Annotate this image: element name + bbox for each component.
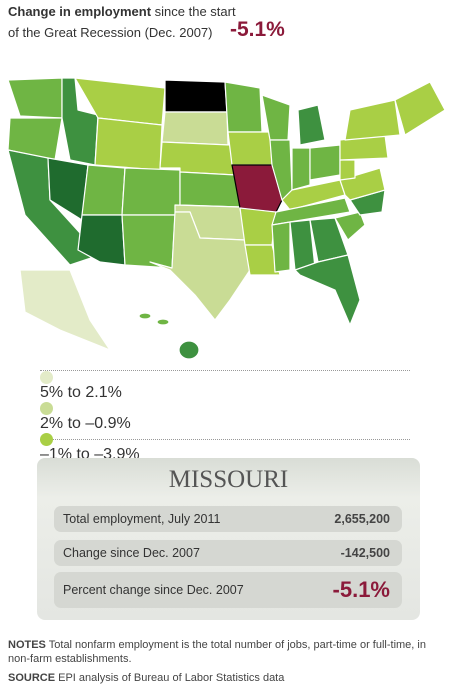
state: [178, 340, 200, 360]
state: [244, 244, 281, 276]
state: [121, 167, 181, 216]
state: [227, 131, 273, 166]
legend-swatch: [40, 371, 53, 384]
state: [339, 159, 356, 181]
state: [77, 214, 126, 266]
legend-label: 2% to –0.9%: [40, 415, 131, 432]
state-name: MISSOURI: [168, 466, 289, 493]
stat-value: 2,655,200: [334, 512, 390, 526]
state: [7, 77, 63, 119]
state: [156, 318, 170, 326]
state: [297, 104, 326, 146]
state: [291, 147, 311, 191]
state: [161, 111, 229, 146]
title-bold: Change in employment: [8, 4, 152, 19]
state: [149, 211, 251, 321]
legend-item: 2% to –0.9%: [40, 402, 410, 433]
headline-value: -5.1%: [230, 18, 285, 41]
state: [294, 254, 361, 326]
stat-row: Total employment, July 2011 2,655,200: [54, 506, 402, 532]
notes-text: Total nonfarm employment is the total nu…: [8, 639, 426, 665]
stat-value: -5.1%: [332, 577, 390, 602]
notes-label: NOTES: [8, 639, 46, 651]
us-map: [7, 77, 446, 360]
states: [7, 77, 446, 360]
header-line-1: Change in employment since the start: [8, 4, 236, 19]
state: [224, 81, 263, 133]
state: [271, 197, 351, 226]
legend-swatch: [40, 402, 53, 415]
source-label: SOURCE: [8, 672, 56, 684]
stat-value: -142,500: [340, 546, 390, 560]
legend-swatch: [40, 433, 53, 446]
state: [19, 269, 111, 351]
header-line-2: of the Great Recession (Dec. 2007): [8, 25, 213, 40]
state: [334, 211, 366, 241]
state: [179, 171, 241, 208]
state: [339, 167, 386, 201]
state: [239, 207, 277, 246]
title-rest: since the start: [151, 4, 236, 19]
stat-row: Change since Dec. 2007 -142,500: [54, 540, 402, 566]
notes: NOTES Total nonfarm employment is the to…: [8, 638, 448, 666]
legend-item: 5% to 2.1%: [40, 371, 410, 402]
legend: 5% to 2.1%2% to –0.9%–1% to –3.9%–4% to …: [40, 370, 410, 556]
source-text: EPI analysis of Bureau of Labor Statisti…: [55, 672, 285, 684]
state: [164, 79, 228, 113]
state: [138, 312, 152, 320]
state: [309, 144, 341, 181]
state-selected: [231, 164, 283, 213]
state: [81, 164, 126, 216]
state: [121, 214, 176, 269]
state: [394, 81, 446, 136]
stat-row: Percent change since Dec. 2007 -5.1%: [54, 572, 402, 608]
state: [271, 221, 291, 273]
source: SOURCE EPI analysis of Bureau of Labor S…: [8, 672, 284, 684]
legend-label: 5% to 2.1%: [40, 384, 122, 401]
stat-label: Total employment, July 2011: [63, 512, 221, 526]
stat-label: Percent change since Dec. 2007: [63, 583, 244, 597]
state: [344, 99, 401, 141]
stat-label: Change since Dec. 2007: [63, 546, 200, 560]
state: [94, 117, 163, 171]
state-panel: MISSOURI Total employment, July 2011 2,65…: [37, 458, 420, 620]
